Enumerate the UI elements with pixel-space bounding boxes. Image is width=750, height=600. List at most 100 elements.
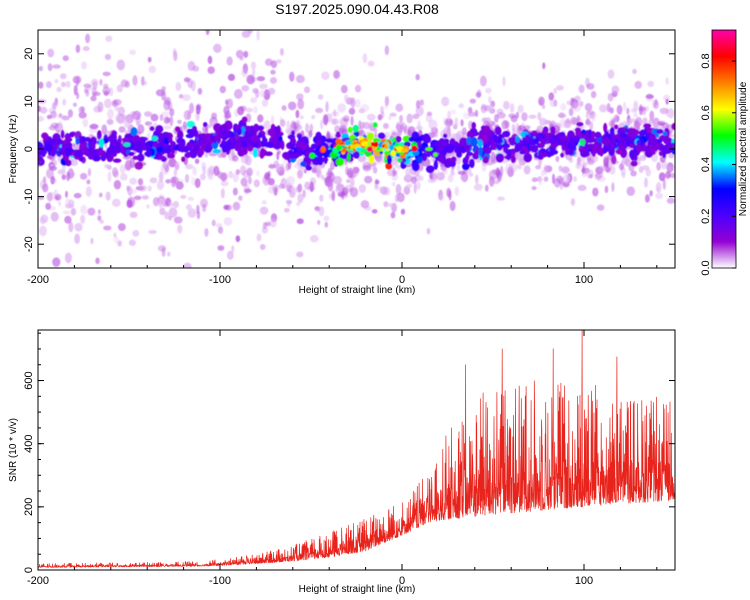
spectrogram-faint-cell bbox=[633, 112, 638, 118]
spectrogram-band-cell bbox=[515, 141, 519, 150]
spectrogram-faint-cell bbox=[543, 176, 549, 182]
spectrogram-faint-cell bbox=[598, 165, 607, 172]
spectrogram-faint-cell bbox=[269, 218, 277, 228]
spectrogram-band-cell bbox=[38, 141, 43, 150]
spectrogram-faint-cell bbox=[256, 233, 262, 242]
spectrogram-faint-cell bbox=[652, 117, 660, 129]
spectrogram-peak-cell bbox=[390, 150, 396, 157]
spectrogram-faint-cell bbox=[649, 190, 653, 197]
spectrogram-faint-cell bbox=[415, 99, 421, 109]
spectrogram-band-cell bbox=[145, 149, 152, 158]
spectrogram-faint-cell bbox=[302, 189, 306, 198]
spectrogram-band-cell bbox=[603, 122, 608, 133]
spectrogram-faint-cell bbox=[141, 195, 150, 200]
spectrogram-faint-cell bbox=[156, 180, 165, 190]
spectrogram-band-cell bbox=[44, 145, 53, 152]
spectrogram-band-cell bbox=[662, 150, 666, 159]
spectrogram-faint-cell bbox=[319, 194, 324, 202]
spectrogram-faint-cell bbox=[297, 98, 305, 110]
spectrogram-y-tick-label: -20 bbox=[23, 236, 35, 252]
spectrogram-faint-cell bbox=[374, 179, 380, 185]
spectrogram-faint-cell bbox=[509, 102, 515, 114]
spectrogram-faint-cell bbox=[586, 83, 595, 90]
spectrogram-faint-cell bbox=[648, 119, 654, 124]
spectrogram-faint-cell bbox=[50, 110, 57, 119]
spectrogram-faint-cell bbox=[535, 164, 542, 170]
spectrogram-band-cell bbox=[325, 149, 331, 158]
spectrogram-faint-cell bbox=[105, 191, 111, 201]
spectrogram-faint-cell bbox=[337, 103, 347, 113]
spectrogram-band-cell bbox=[495, 153, 505, 163]
spectrogram-band-cell bbox=[291, 130, 295, 137]
spectrogram-faint-cell bbox=[99, 219, 104, 224]
spectrogram-faint-cell bbox=[305, 123, 310, 134]
spectrogram-band-cell bbox=[352, 124, 360, 133]
spectrogram-faint-cell bbox=[235, 169, 241, 175]
spectrogram-faint-cell bbox=[64, 252, 72, 264]
spectrogram-faint-cell bbox=[85, 186, 92, 197]
spectrogram-faint-cell bbox=[238, 195, 243, 201]
spectrogram-faint-cell bbox=[303, 86, 311, 94]
spectrogram-faint-cell bbox=[51, 175, 55, 181]
spectrogram-faint-cell bbox=[468, 111, 477, 117]
spectrogram-faint-cell bbox=[350, 116, 354, 126]
spectrogram-faint-cell bbox=[251, 68, 256, 77]
spectrogram-band-cell bbox=[588, 143, 594, 150]
snr-y-tick-label: 200 bbox=[23, 498, 35, 516]
spectrogram-faint-cell bbox=[129, 157, 136, 169]
spectrogram-faint-cell bbox=[666, 197, 675, 204]
spectrogram-faint-cell bbox=[50, 211, 59, 222]
spectrogram-band-cell bbox=[245, 138, 251, 148]
spectrogram-band-cell bbox=[611, 132, 616, 141]
spectrogram-faint-cell bbox=[133, 195, 142, 201]
spectrogram-faint-cell bbox=[623, 120, 629, 127]
spectrogram-faint-cell bbox=[87, 168, 92, 177]
spectrogram-faint-cell bbox=[473, 183, 483, 191]
spectrogram-band-cell bbox=[368, 154, 375, 164]
spectrogram-faint-cell bbox=[47, 48, 55, 58]
spectrogram-faint-cell bbox=[362, 53, 368, 64]
spectrogram-faint-cell bbox=[104, 163, 109, 169]
spectrogram-band-cell bbox=[164, 143, 169, 148]
spectrogram-faint-cell bbox=[656, 161, 662, 171]
spectrogram-faint-cell bbox=[560, 103, 567, 111]
spectrogram-faint-cell bbox=[334, 187, 343, 194]
spectrogram-faint-cell bbox=[334, 125, 341, 133]
spectrogram-band-cell bbox=[241, 139, 247, 149]
spectrogram-faint-cell bbox=[74, 222, 83, 232]
spectrogram-faint-cell bbox=[183, 77, 190, 83]
spectrogram-faint-cell bbox=[118, 126, 126, 133]
spectrogram-faint-cell bbox=[75, 44, 81, 54]
spectrogram-faint-cell bbox=[137, 178, 144, 186]
spectrogram-faint-cell bbox=[70, 207, 77, 216]
spectrogram-faint-cell bbox=[226, 250, 234, 260]
spectrogram-band-cell bbox=[156, 146, 164, 153]
spectrogram-band-cell bbox=[189, 148, 198, 159]
spectrogram-band-cell bbox=[121, 137, 131, 142]
spectrogram-band-cell bbox=[494, 138, 504, 144]
spectrogram-band-cell bbox=[262, 134, 266, 144]
spectrogram-faint-cell bbox=[61, 115, 70, 121]
spectrogram-band-cell bbox=[310, 143, 317, 150]
spectrogram-peak-cell bbox=[401, 148, 409, 153]
spectrogram-faint-cell bbox=[259, 243, 266, 250]
spectrogram-faint-cell bbox=[516, 164, 522, 170]
spectrogram-faint-cell bbox=[588, 174, 593, 179]
spectrogram-faint-cell bbox=[389, 112, 397, 117]
spectrogram-faint-cell bbox=[447, 174, 454, 183]
spectrogram-band-cell bbox=[64, 147, 72, 157]
spectrogram-faint-cell bbox=[163, 99, 171, 111]
spectrogram-faint-cell bbox=[503, 100, 510, 110]
spectrogram-faint-cell bbox=[79, 172, 88, 180]
spectrogram-band-cell bbox=[483, 156, 489, 163]
spectrogram-band-cell bbox=[539, 148, 546, 154]
spectrogram-band-cell bbox=[300, 161, 307, 167]
spectrogram-faint-cell bbox=[81, 61, 87, 70]
spectrogram-faint-cell bbox=[132, 229, 140, 237]
spectrogram-faint-cell bbox=[460, 119, 464, 127]
spectrogram-faint-cell bbox=[114, 104, 119, 112]
spectrogram-band-cell bbox=[536, 143, 545, 148]
spectrogram-faint-cell bbox=[581, 171, 587, 178]
spectrogram-faint-cell bbox=[104, 53, 112, 61]
